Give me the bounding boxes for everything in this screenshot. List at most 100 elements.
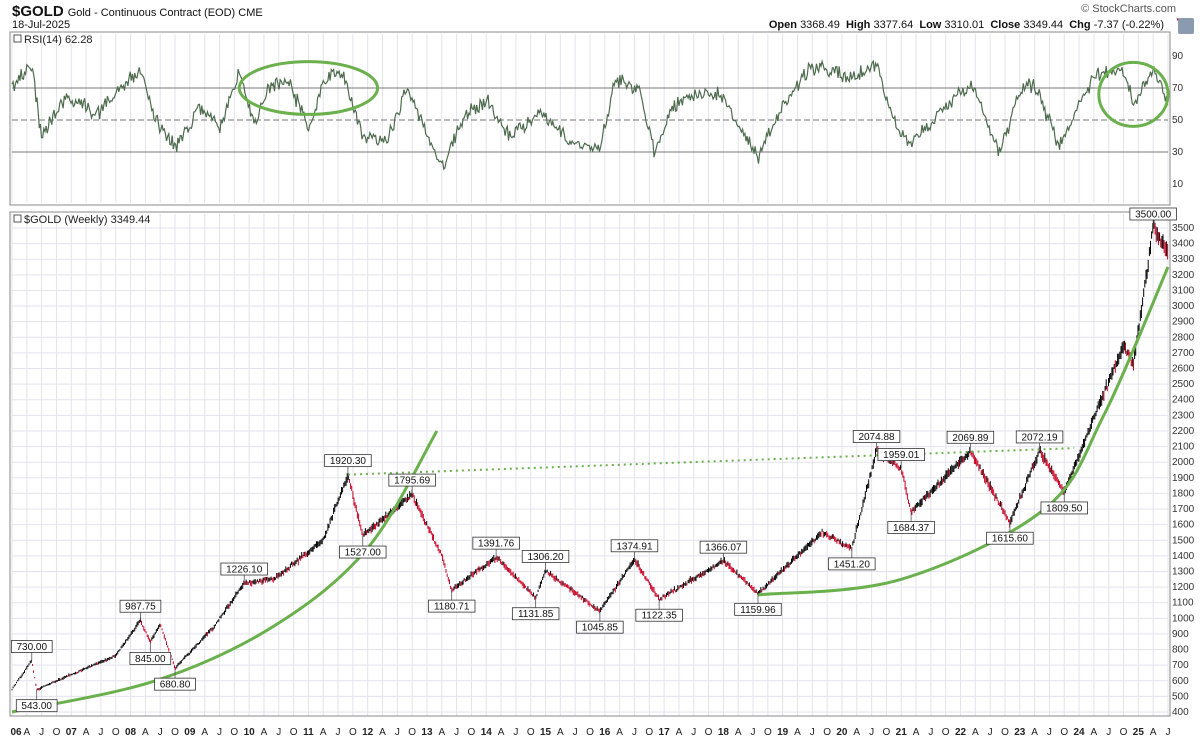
x-month-label: J <box>751 727 756 738</box>
x-month-label: J <box>988 727 993 738</box>
price-tick-label: 1600 <box>1172 520 1195 531</box>
x-year-label: 16 <box>599 727 611 738</box>
x-year-label: 23 <box>1014 727 1026 738</box>
x-month-label: A <box>142 727 149 738</box>
price-tick-label: 1400 <box>1172 551 1195 562</box>
x-month-label: A <box>853 727 860 738</box>
x-month-label: A <box>320 727 327 738</box>
price-tick-label: 2500 <box>1172 379 1195 390</box>
price-tick-label: 1500 <box>1172 535 1195 546</box>
price-tick-label: 3400 <box>1172 239 1195 250</box>
peak-label-box <box>388 473 436 487</box>
price-tick-label: 2800 <box>1172 332 1195 343</box>
x-month-label: J <box>928 727 933 738</box>
grid-lines <box>11 34 1169 716</box>
price-y-axis: 3500 3400 3300 3200 3100 3000 2900 2800 2700 2600… <box>1172 223 1195 718</box>
price-panel-toggle-icon[interactable] <box>13 214 22 223</box>
peak-label-box <box>986 531 1034 545</box>
peak-label-box <box>220 562 268 576</box>
x-month-label: J <box>158 727 163 738</box>
price-tick-label: 1900 <box>1172 473 1195 484</box>
x-month-label: J <box>513 727 518 738</box>
peak-label-text: 730.00 <box>16 642 47 653</box>
rsi-panel-toggle-icon[interactable] <box>13 34 22 43</box>
x-month-label: A <box>557 727 564 738</box>
price-tick-label: 1200 <box>1172 582 1195 593</box>
x-month-label: O <box>290 727 298 738</box>
peak-label-text: 1131.85 <box>518 609 554 620</box>
resistance-dotted-line <box>347 447 1075 476</box>
x-month-label: J <box>573 727 578 738</box>
price-tick-label: 1000 <box>1172 613 1195 624</box>
x-month-label: O <box>586 727 594 738</box>
x-year-label: 12 <box>362 727 374 738</box>
peak-label-box <box>576 620 624 634</box>
peak-label-box <box>828 557 876 571</box>
peak-label-text: 1920.30 <box>330 456 367 467</box>
price-tick-label: 2600 <box>1172 364 1195 375</box>
peak-label-text: 680.80 <box>160 680 191 691</box>
price-tick-label: 2300 <box>1172 410 1195 421</box>
x-month-label: A <box>201 727 208 738</box>
price-tick-label: 2000 <box>1172 457 1195 468</box>
x-month-label: J <box>98 727 103 738</box>
x-month-label: O <box>408 727 416 738</box>
peak-label-text: 2069.89 <box>952 433 989 444</box>
price-tick-label: 700 <box>1172 660 1189 671</box>
peak-label-box <box>946 430 995 444</box>
x-month-label: O <box>764 727 772 738</box>
chart-date: 18-Jul-2025 <box>12 19 71 31</box>
rsi-tick-label: 70 <box>1172 83 1184 94</box>
peak-label-text: 543.00 <box>21 701 52 712</box>
peak-label-text: 1045.85 <box>582 623 619 634</box>
x-year-label: 13 <box>421 727 433 738</box>
x-year-label: 18 <box>718 727 730 738</box>
peak-label-box <box>10 640 53 653</box>
peak-label-box <box>610 539 659 553</box>
rsi-tick-label: 90 <box>1172 51 1184 62</box>
trash-icon[interactable] <box>1178 18 1194 34</box>
x-month-label: A <box>498 727 505 738</box>
price-panel-frame <box>9 211 1171 717</box>
x-year-label: 24 <box>1074 727 1086 738</box>
rsi-highlight-ellipse <box>1097 60 1170 128</box>
x-year-label: 19 <box>777 727 789 738</box>
peak-label-box <box>15 699 58 713</box>
peak-label-text: 1809.50 <box>1046 503 1083 514</box>
peak-label-text: 1374.91 <box>616 541 653 552</box>
x-month-label: A <box>1031 727 1038 738</box>
peak-label-box <box>472 536 520 550</box>
x-month-label: J <box>810 727 815 738</box>
time-x-axis: 06 A J O 07 A J O 08 A J O 09 A J O 10 A J O 11 A J O 12 A J O 13 A J O… <box>10 727 1170 738</box>
x-month-label: J <box>39 727 44 738</box>
x-month-label: J <box>454 727 459 738</box>
peak-label-text: 3500.00 <box>1135 210 1172 221</box>
x-month-label: J <box>336 727 341 738</box>
chart-header: $GOLD Gold - Continuous Contract (EOD) CM… <box>0 0 1200 34</box>
peak-label-text: 1451.20 <box>834 559 871 570</box>
peak-label-box <box>635 608 683 622</box>
price-tick-label: 3000 <box>1172 301 1195 312</box>
x-month-label: A <box>972 727 979 738</box>
x-month-label: J <box>632 727 637 738</box>
x-month-label: A <box>794 727 801 738</box>
price-tick-label: 3200 <box>1172 270 1195 281</box>
peak-label-text: 1159.96 <box>740 605 776 616</box>
brand-watermark: © StockCharts.com <box>1081 3 1176 15</box>
peak-label-box <box>521 550 570 563</box>
x-month-label: O <box>645 727 653 738</box>
peak-label-box <box>427 599 476 613</box>
peak-label-box <box>699 540 748 554</box>
price-tick-label: 2200 <box>1172 426 1195 437</box>
x-month-label: A <box>735 727 742 738</box>
x-month-label: J <box>1047 727 1052 738</box>
x-month-label: J <box>395 727 400 738</box>
x-month-label: O <box>468 727 476 738</box>
x-month-label: O <box>112 727 120 738</box>
rsi-highlight-ellipse <box>237 60 380 116</box>
x-month-label: A <box>676 727 683 738</box>
x-month-label: O <box>349 727 357 738</box>
price-tick-label: 2900 <box>1172 317 1195 328</box>
x-year-label: 09 <box>184 727 196 738</box>
